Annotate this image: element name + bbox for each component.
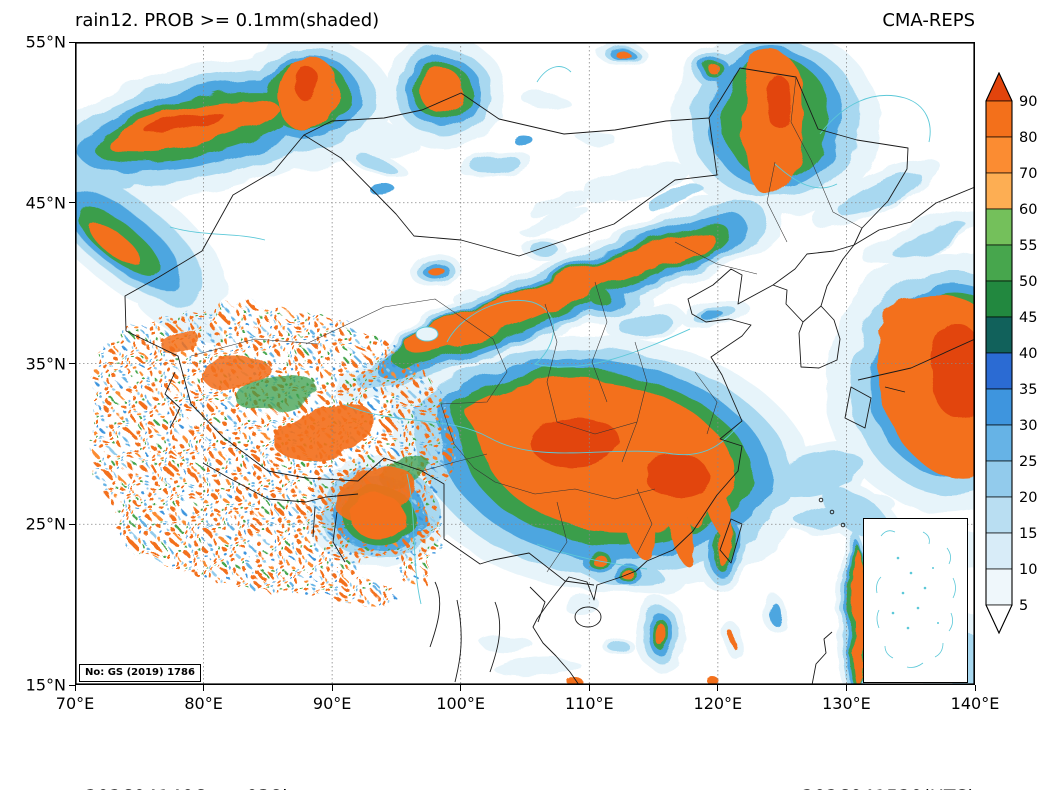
x-tick-label: 90°E xyxy=(312,694,352,713)
colorbar-tick-label: 55 xyxy=(1019,238,1037,254)
colorbar-band xyxy=(985,280,1013,318)
colorbar-band xyxy=(985,352,1013,390)
precip-shading xyxy=(75,42,975,685)
colorbar-band xyxy=(985,208,1013,246)
rivers-layer xyxy=(169,66,931,605)
colorbar-tick-label: 50 xyxy=(1019,274,1037,290)
y-tick-mark xyxy=(69,202,75,204)
colorbar-tick-label: 40 xyxy=(1019,346,1037,362)
colorbar-tick-label: 30 xyxy=(1019,418,1037,434)
map-border xyxy=(75,42,975,685)
map-svg xyxy=(75,42,975,685)
coastlines-borders xyxy=(124,67,975,685)
init-time-block: 2026041406 + 038h 2026041414 + 038h xyxy=(85,720,294,790)
y-tick-label: 25°N xyxy=(25,514,66,534)
x-tick-mark xyxy=(331,685,333,691)
colorbar-band xyxy=(985,424,1013,462)
x-tick-label: 70°E xyxy=(55,694,95,713)
colorbar-tick-label: 20 xyxy=(1019,490,1037,506)
colorbar-tick-label: 5 xyxy=(1019,598,1028,614)
colorbar-tick-label: 70 xyxy=(1019,166,1037,182)
x-tick-mark xyxy=(203,685,205,691)
y-tick-label: 45°N xyxy=(25,193,66,213)
colorbar-tick-label: 60 xyxy=(1019,202,1037,218)
y-tick-mark xyxy=(69,523,75,525)
colorbar-tick-label: 15 xyxy=(1019,526,1037,542)
x-tick-mark xyxy=(845,685,847,691)
y-tick-mark xyxy=(69,684,75,686)
valid-time-block: 2026041520(UTC) 2026041604(CST) xyxy=(802,720,975,790)
x-tick-mark xyxy=(588,685,590,691)
colorbar-tick-label: 80 xyxy=(1019,130,1037,146)
model-name: CMA-REPS xyxy=(882,10,975,31)
colorbar: 90 80 70 60 55 50 45 40 35 30 25 20 15 10 5 xyxy=(985,72,1037,635)
page-title: rain12. PROB >= 0.1mm(shaded) xyxy=(75,10,380,31)
x-tick-label: 140°E xyxy=(950,694,1000,713)
colorbar-tick-label: 90 xyxy=(1019,94,1037,110)
x-tick-mark xyxy=(460,685,462,691)
y-tick-mark xyxy=(69,41,75,43)
x-tick-label: 130°E xyxy=(822,694,871,713)
colorbar-band xyxy=(985,532,1013,570)
colorbar-tick-label: 35 xyxy=(1019,382,1037,398)
y-tick-label: 35°N xyxy=(25,354,66,373)
valid-time-utc: 2026041520(UTC) xyxy=(802,782,975,790)
colorbar-tick-label: 45 xyxy=(1019,310,1037,326)
colorbar-over-arrow xyxy=(985,72,1013,102)
south-china-sea-inset xyxy=(863,518,968,683)
y-tick-label: 55°N xyxy=(25,32,66,52)
colorbar-band xyxy=(985,316,1013,354)
x-tick-label: 120°E xyxy=(693,694,743,713)
x-tick-mark xyxy=(974,685,976,691)
province-borders xyxy=(190,76,863,573)
x-tick-mark xyxy=(717,685,719,691)
colorbar-band xyxy=(985,244,1013,282)
x-tick-mark xyxy=(74,685,76,691)
colorbar-tick-label: 25 xyxy=(1019,454,1037,470)
colorbar-band xyxy=(985,136,1013,174)
map-license-note: No: GS (2019) 1786 xyxy=(79,664,201,682)
colorbar-band xyxy=(985,100,1013,138)
map-canvas xyxy=(75,42,975,685)
colorbar-band xyxy=(985,172,1013,210)
y-tick-mark xyxy=(69,363,75,364)
colorbar-band xyxy=(985,496,1013,534)
colorbar-band xyxy=(985,460,1013,498)
x-tick-label: 100°E xyxy=(436,694,486,713)
x-tick-label: 80°E xyxy=(184,694,223,713)
init-time-utc: 2026041406 + 038h xyxy=(85,782,294,790)
graticule-grid xyxy=(75,42,975,685)
colorbar-band xyxy=(985,388,1013,426)
y-tick-label: 15°N xyxy=(25,675,66,695)
x-tick-label: 110°E xyxy=(564,694,614,713)
colorbar-under-arrow xyxy=(985,604,1013,634)
colorbar-tick-label: 10 xyxy=(1019,562,1037,578)
colorbar-band xyxy=(985,568,1013,606)
